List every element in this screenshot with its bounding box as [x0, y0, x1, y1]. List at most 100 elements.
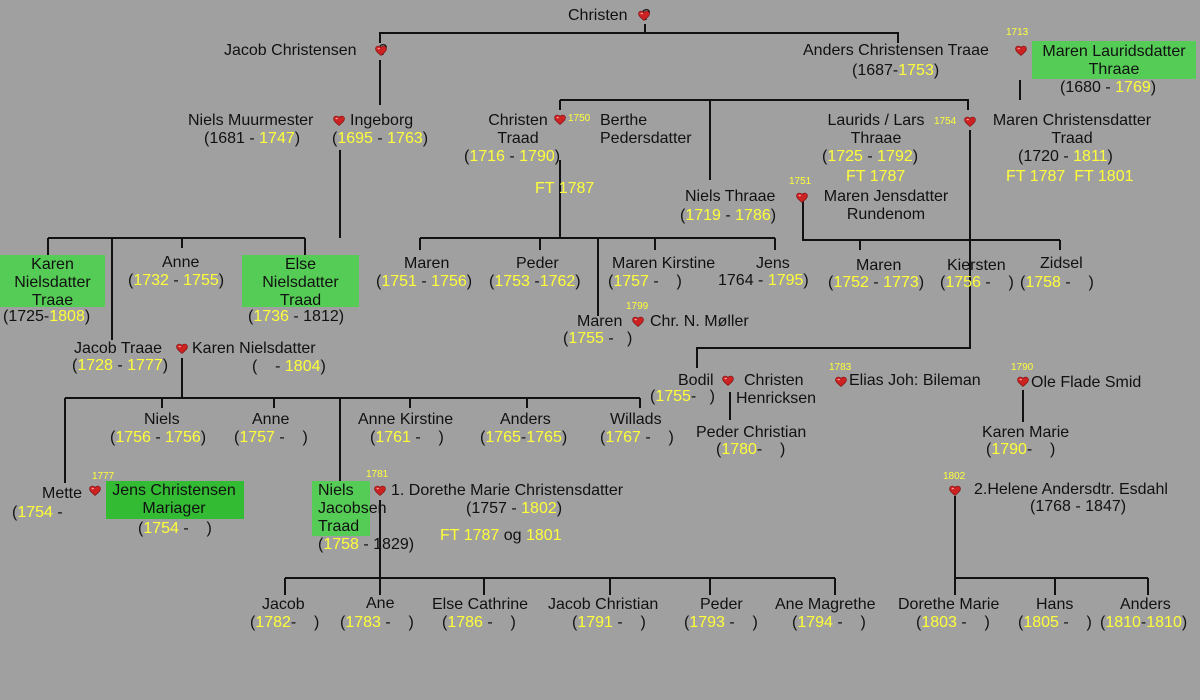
marriage-year: 1713: [1006, 27, 1029, 38]
heart-icon: [89, 485, 101, 497]
marriage-year: 1802: [943, 471, 966, 482]
person-karen-nielsdatter: Karen Nielsdatter: [192, 340, 316, 357]
heart-icon: [375, 45, 387, 57]
person-bodil-years: (1755- ): [650, 388, 715, 405]
person-maren-christensdatter: Maren Christensdatter Traad: [992, 112, 1152, 147]
person-else-nielsdatter-years: (1736 - 1812): [248, 308, 345, 325]
marriage-year: 1781: [366, 469, 389, 480]
marriage-year: 1799: [626, 301, 649, 312]
person-bodil: Bodil: [678, 372, 714, 389]
person-willads: Willads: [610, 411, 662, 428]
person-maren-1755: Maren: [577, 313, 623, 330]
person-dorethe-marie: 1. Dorethe Marie Christensdatter: [391, 482, 624, 499]
person-peder-1793: Peder: [700, 596, 743, 613]
person-peder-1753: Peder: [516, 255, 559, 272]
person-peder-christian: Peder Christian: [696, 424, 807, 441]
person-christen-traad: Christen Traad: [488, 112, 548, 147]
person-niels-1756-years: (1756 - 1756): [110, 429, 207, 446]
person-lars-thraae: Laurids / Lars Thraae: [827, 112, 925, 147]
person-else-cathrine: Else Cathrine: [432, 596, 529, 613]
person-dorethe-marie-years: (1757 - 1802): [466, 500, 563, 517]
person-niels-muurmester-years: (1681 - 1747): [204, 130, 301, 147]
person-niels-1756: Niels: [144, 411, 180, 428]
marriage-year: 1750: [568, 113, 591, 124]
person-kiersten: Kiersten: [947, 257, 1006, 274]
person-maren-lauridsdatter: Maren Lauridsdatter Thraae: [1042, 43, 1186, 78]
person-anne-1757: Anne: [252, 411, 290, 428]
person-jens-1764-years: 1764 - 1795): [718, 272, 809, 289]
highlight-box: [0, 255, 105, 307]
person-jacob-traae: Jacob Traae: [74, 340, 163, 357]
person-niels-muurmester: Niels Muurmester: [188, 112, 314, 129]
person-anne-kirstine-years: (1761 - ): [370, 429, 444, 446]
person-ane-magrethe-years: (1794 - ): [792, 614, 866, 631]
heart-icon: [949, 485, 961, 497]
marriage-year: 1790: [1011, 362, 1034, 373]
heart-icon: [722, 375, 734, 387]
person-maren-lauridsdatter-years: (1680 - 1769): [1060, 79, 1157, 96]
person-anders-1765: Anders: [500, 411, 551, 428]
person-jacob-christian: Jacob Christian: [548, 596, 659, 613]
person-maren-1752-years: (1752 - 1773): [828, 274, 925, 291]
heart-icon: [176, 343, 188, 355]
person-else-nielsdatter: Else Nielsdatter Traad: [262, 256, 339, 309]
person-chr-moller: Chr. N. Møller: [650, 313, 749, 330]
person-anders-1810: Anders: [1120, 596, 1171, 613]
marriage-year: 1783: [829, 362, 852, 373]
highlight-box: [312, 481, 370, 536]
person-peder-1753-years: (1753 -1762): [489, 273, 581, 290]
heart-icon: [796, 192, 808, 204]
highlight-box: [242, 255, 359, 307]
marriage-year: 1751: [789, 176, 812, 187]
person-anders-traae-years: (1687-1753): [852, 62, 940, 79]
person-christen-henricksen: Christen Henricksen: [736, 372, 817, 407]
person-niels-thraae: Niels Thraae: [685, 188, 776, 205]
person-anne-1732: Anne: [162, 254, 200, 271]
person-jens-mariager-years: (1754 - ): [138, 520, 212, 537]
person-dorethe-1803-years: (1803 - ): [916, 614, 990, 631]
person-karen-marie-years: (1790- ): [986, 441, 1056, 458]
heart-icon: [1015, 45, 1027, 57]
person-anders-traae: Anders Christensen Traae: [803, 42, 989, 59]
person-lars-thraae-years: (1725 - 1792): [822, 148, 919, 165]
person-jacob-1782-years: (1782- ): [250, 614, 320, 631]
highlight-box: [1032, 41, 1196, 79]
person-hans-1805: Hans: [1036, 596, 1074, 613]
person-niels-jacobsen: Niels Jacobsen Traad: [318, 482, 387, 535]
heart-icon: [554, 114, 566, 126]
person-helene-years: (1768 - 1847): [1030, 498, 1127, 515]
person-maren-christensdatter-years: (1720 - 1811): [1018, 148, 1113, 165]
heart-icon: [638, 10, 650, 22]
person-maren-1751: Maren: [404, 255, 450, 272]
census-note: FT 1787: [535, 180, 595, 197]
heart-icon: [632, 316, 644, 328]
person-else-cathrine-years: (1786 - ): [442, 614, 516, 631]
person-jacob-traae-years: (1728 - 1777): [72, 357, 169, 374]
person-karen-nielsdatter-traae: Karen Nielsdatter Traae: [14, 256, 91, 309]
person-karen-nielsdatter-traae-years: (1725-1808): [3, 308, 91, 325]
person-anne-1732-years: (1732 - 1755): [128, 272, 225, 289]
person-mette: Mette: [42, 485, 83, 502]
person-ingeborg: Ingeborg: [350, 112, 414, 129]
person-ane-1783: Ane: [366, 595, 395, 612]
marriage-year: 1777: [92, 471, 115, 482]
person-hans-1805-years: (1805 - ): [1018, 614, 1092, 631]
heart-icon: [333, 115, 345, 127]
person-maren-1751-years: (1751 - 1756): [376, 273, 473, 290]
person-ole-flade: Ole Flade Smid: [1031, 374, 1142, 391]
person-niels-thraae-years: (1719 - 1786): [680, 207, 777, 224]
person-anders-1810-years: (1810-1810): [1100, 614, 1188, 631]
person-jens-1764: Jens: [756, 255, 790, 272]
heart-icon: [1017, 376, 1029, 388]
person-ane-magrethe: Ane Magrethe: [775, 596, 876, 613]
person-niels-jacobsen-years: (1758 - 1829): [318, 536, 415, 553]
person-jacob-christensen: Jacob Christensen?: [224, 42, 387, 59]
person-anne-kirstine: Anne Kirstine: [358, 411, 454, 428]
census-note: FT 1787: [846, 168, 906, 185]
person-anders-1765-years: (1765-1765): [480, 429, 568, 446]
person-kiersten-years: (1756 - ): [940, 274, 1014, 291]
person-maren-jensdatter: Maren Jensdatter Rundenom: [823, 188, 949, 223]
heart-icon: [964, 116, 976, 128]
person-ane-1783-years: (1783 - ): [340, 614, 414, 631]
